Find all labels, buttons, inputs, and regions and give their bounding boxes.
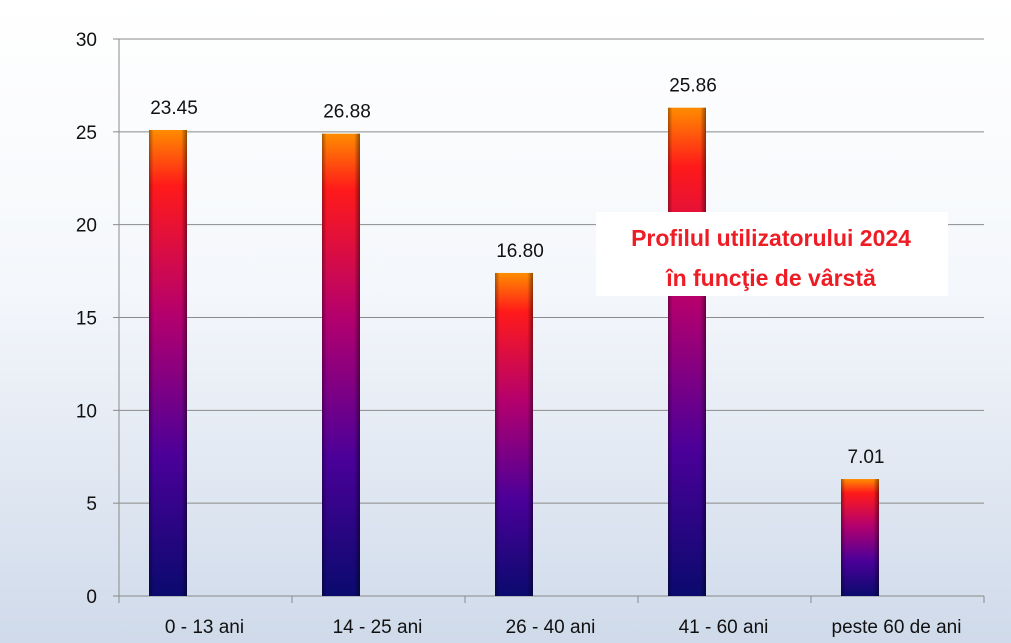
data-label: 26.88 [323, 102, 371, 123]
y-tick-label: 30 [76, 30, 97, 51]
y-tick-label: 20 [76, 216, 97, 237]
data-label: 7.01 [848, 447, 885, 468]
labels: 0 5 10 15 20 25 30 23.45 0 - 13 ani 26.88 14 - 25 … [76, 30, 962, 638]
gridlines [119, 38, 984, 504]
x-category-label: 41 - 60 ani [679, 617, 769, 638]
bar-shading [149, 129, 187, 596]
chart-title-background [596, 212, 948, 296]
x-category-label: peste 60 de ani [832, 617, 962, 638]
chart-title: Profilul utilizatorului 2024 în funcţie … [596, 212, 948, 296]
y-tick-label: 25 [76, 123, 97, 144]
data-label: 25.86 [669, 76, 717, 97]
x-category-label: 14 - 25 ani [333, 617, 423, 638]
data-label: 16.80 [496, 241, 544, 262]
y-tick-label: 10 [76, 401, 97, 422]
chart-title-line-2: în funcţie de vârstă [665, 265, 876, 291]
data-label: 23.45 [150, 98, 198, 119]
axes [113, 38, 985, 603]
bar-shading [495, 272, 533, 596]
bar-shading [668, 107, 706, 597]
x-category-label: 26 - 40 ani [506, 617, 596, 638]
bars [149, 107, 879, 597]
bar-shading [322, 133, 360, 596]
bar-shading [841, 479, 879, 596]
x-category-label: 0 - 13 ani [165, 617, 244, 638]
y-tick-label: 15 [76, 309, 97, 330]
y-tick-label: 5 [86, 494, 97, 515]
chart-title-line-1: Profilul utilizatorului 2024 [631, 225, 911, 251]
y-tick-label: 0 [86, 587, 97, 608]
